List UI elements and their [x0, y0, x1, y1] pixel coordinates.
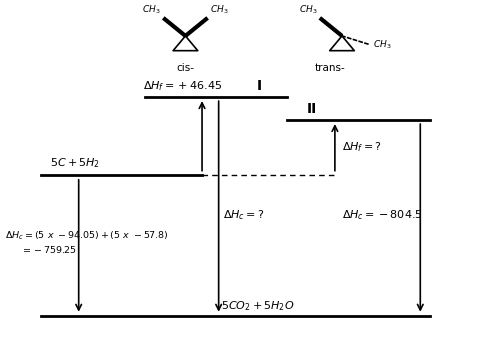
- Text: II: II: [306, 102, 317, 116]
- Text: $\Delta H_c = ?$: $\Delta H_c = ?$: [223, 208, 265, 222]
- Text: $CH_3$: $CH_3$: [210, 4, 228, 16]
- Text: $\Delta H_f = +46.45$: $\Delta H_f = +46.45$: [143, 79, 222, 93]
- Text: $\Delta H_c = (5\ x\ -94.05)+(5\ x\ -57.8)$
$\ \ \ \ \ = -759.25$: $\Delta H_c = (5\ x\ -94.05)+(5\ x\ -57.…: [5, 230, 168, 255]
- Text: $CH_3$: $CH_3$: [373, 39, 392, 51]
- Text: $CH_3$: $CH_3$: [299, 4, 317, 16]
- Text: $\Delta H_f = ?$: $\Delta H_f = ?$: [342, 141, 382, 154]
- Text: $CH_3$: $CH_3$: [143, 4, 161, 16]
- Text: cis-: cis-: [177, 63, 194, 73]
- Text: $5CO_2 + 5H_2O$: $5CO_2 + 5H_2O$: [221, 299, 295, 313]
- Text: $\Delta H_c = -804.5$: $\Delta H_c = -804.5$: [342, 208, 423, 222]
- Text: $5C + 5H_2$: $5C + 5H_2$: [50, 157, 100, 170]
- Text: trans-: trans-: [315, 63, 346, 73]
- Text: I: I: [257, 79, 262, 93]
